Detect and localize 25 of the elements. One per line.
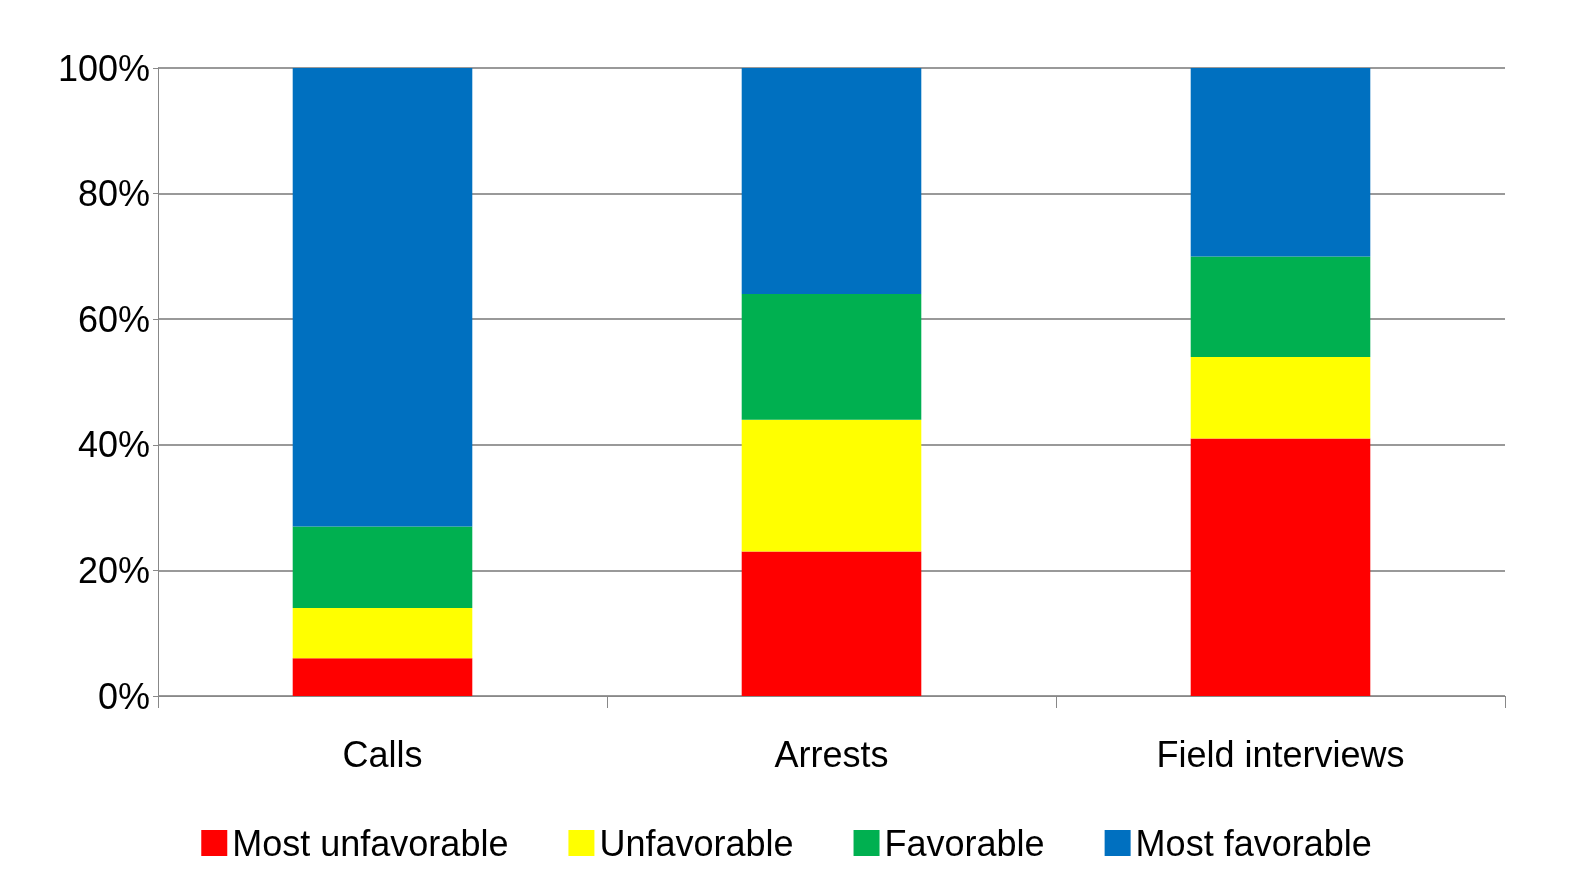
y-tick-label: 60% (77, 298, 150, 340)
bar (741, 68, 922, 295)
bar (1190, 68, 1371, 257)
legend-label: Favorable (884, 822, 1045, 864)
x-tick-label: Arrests (774, 733, 889, 775)
x-tick-label: Field interviews (1156, 733, 1405, 775)
y-tick-label: 20% (77, 549, 150, 591)
y-tick-label: 0% (97, 675, 150, 717)
legend-label: Most unfavorable (232, 822, 509, 864)
y-tick-label: 40% (77, 424, 150, 466)
legend-label: Unfavorable (599, 822, 794, 864)
bar (741, 294, 922, 420)
x-tick-label: Calls (342, 733, 423, 775)
y-tick-label: 80% (77, 173, 150, 215)
bar (292, 526, 473, 609)
bar (1190, 438, 1371, 696)
bar (741, 551, 922, 696)
bar (292, 68, 473, 527)
bar (1190, 356, 1371, 439)
bar (1190, 256, 1371, 357)
legend-label: Most favorable (1135, 822, 1372, 864)
bar (292, 658, 473, 696)
y-tick-label: 100% (57, 47, 150, 89)
bar (741, 419, 922, 552)
bar (292, 608, 473, 659)
